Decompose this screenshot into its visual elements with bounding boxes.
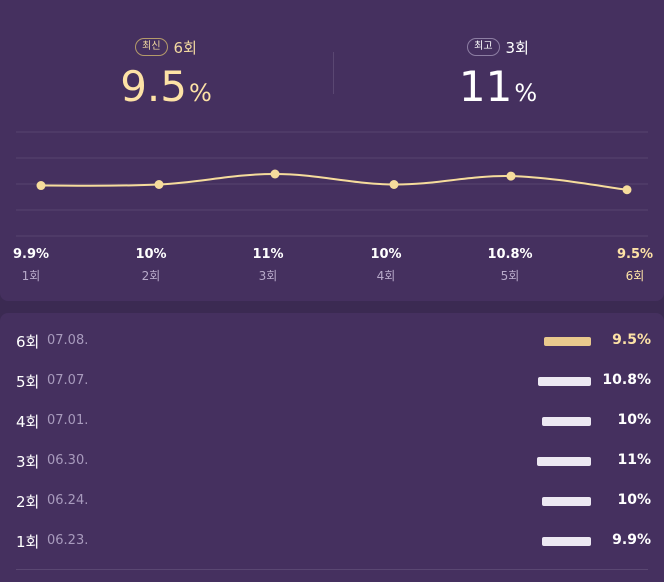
rating-bar — [542, 497, 591, 506]
chart-label-3: 11% 3회 — [228, 246, 308, 285]
rating-bar — [542, 537, 591, 546]
tick-label: 4회 — [376, 269, 396, 283]
chart-label-1: 9.9% 1회 — [0, 246, 71, 285]
data-point-2 — [154, 180, 164, 189]
latest-rating: 최신 6회 9.5% — [0, 36, 332, 118]
list-item: 3회 06.30. 11% — [0, 441, 664, 481]
chart-label-6: 9.5% 6회 — [595, 246, 664, 285]
best-value: 11% — [332, 62, 664, 118]
air-date: 06.23. — [47, 533, 89, 548]
list-item: 4회 07.01. 10% — [0, 401, 664, 441]
rating-bar — [542, 417, 591, 426]
data-label: 10% — [135, 247, 167, 262]
data-label: 10% — [370, 247, 402, 262]
rating-value: 10% — [617, 412, 651, 428]
episode-label: 1회 — [16, 533, 40, 551]
chart-label-4: 10% 4회 — [346, 246, 426, 285]
air-date: 07.01. — [47, 413, 89, 428]
episode-label: 5회 — [16, 373, 40, 391]
tick-label: 1회 — [21, 269, 41, 283]
chart-label-2: 10% 2회 — [111, 246, 191, 285]
rating-value: 9.5% — [612, 332, 651, 348]
best-value-unit: % — [514, 79, 538, 107]
rating-bar — [537, 457, 591, 466]
chart-label-5: 10.8% 5회 — [470, 246, 550, 285]
latest-badge: 최신 — [135, 38, 168, 56]
data-point-5 — [506, 171, 516, 181]
tick-label: 6회 — [625, 269, 645, 283]
tick-label: 5회 — [500, 269, 520, 283]
episode-label: 2회 — [16, 493, 40, 511]
chart-x-labels: 9.9% 1회 10% 2회 11% 3회 10% 4회 10.8% 5회 9.5% 6회 — [0, 246, 664, 286]
episode-label: 6회 — [16, 333, 40, 351]
rating-value: 11% — [617, 452, 651, 468]
rating-value: 10% — [617, 492, 651, 508]
data-label: 11% — [252, 247, 284, 262]
data-point-4 — [389, 180, 399, 189]
summary-divider — [333, 52, 334, 94]
data-label: 9.9% — [12, 247, 50, 262]
best-value-number: 11 — [458, 62, 513, 111]
data-point-1 — [36, 181, 46, 191]
latest-value-unit: % — [188, 79, 212, 107]
best-badge: 최고 — [467, 38, 500, 56]
list-item: 6회 07.08. 9.5% — [0, 321, 664, 361]
rating-value: 10.8% — [602, 372, 651, 388]
data-label: 9.5% — [616, 247, 654, 262]
air-date: 07.08. — [47, 333, 89, 348]
data-label: 10.8% — [487, 247, 533, 262]
rating-bar — [544, 337, 591, 346]
tick-label: 2회 — [141, 269, 161, 283]
air-date: 07.07. — [47, 373, 89, 388]
data-point-3 — [270, 169, 280, 179]
list-divider — [16, 569, 648, 570]
rating-value: 9.9% — [612, 532, 651, 548]
best-rating: 최고 3회 11% — [332, 36, 664, 118]
air-date: 06.30. — [47, 453, 89, 468]
best-episode: 3회 — [505, 38, 529, 57]
episode-label: 3회 — [16, 453, 40, 471]
rating-line — [40, 172, 628, 191]
latest-value: 9.5% — [0, 62, 332, 118]
list-item: 5회 07.07. 10.8% — [0, 361, 664, 401]
latest-episode: 6회 — [173, 38, 197, 57]
list-item: 1회 06.23. 9.9% — [0, 521, 664, 561]
episode-label: 4회 — [16, 413, 40, 431]
rating-summary-card: 최신 6회 9.5% 최고 3회 11% 9.9% 1회 10% 2회 11% 3회 10%… — [0, 0, 664, 301]
data-point-6 — [622, 185, 632, 195]
list-item: 2회 06.24. 10% — [0, 481, 664, 521]
air-date: 06.24. — [47, 493, 89, 508]
rating-bar — [538, 377, 591, 386]
latest-value-number: 9.5 — [120, 62, 187, 111]
rating-line-chart — [16, 131, 648, 237]
episode-rating-list: 6회 07.08. 9.5% 5회 07.07. 10.8% 4회 07.01. 10% 3회 06… — [0, 313, 664, 582]
tick-label: 3회 — [258, 269, 278, 283]
